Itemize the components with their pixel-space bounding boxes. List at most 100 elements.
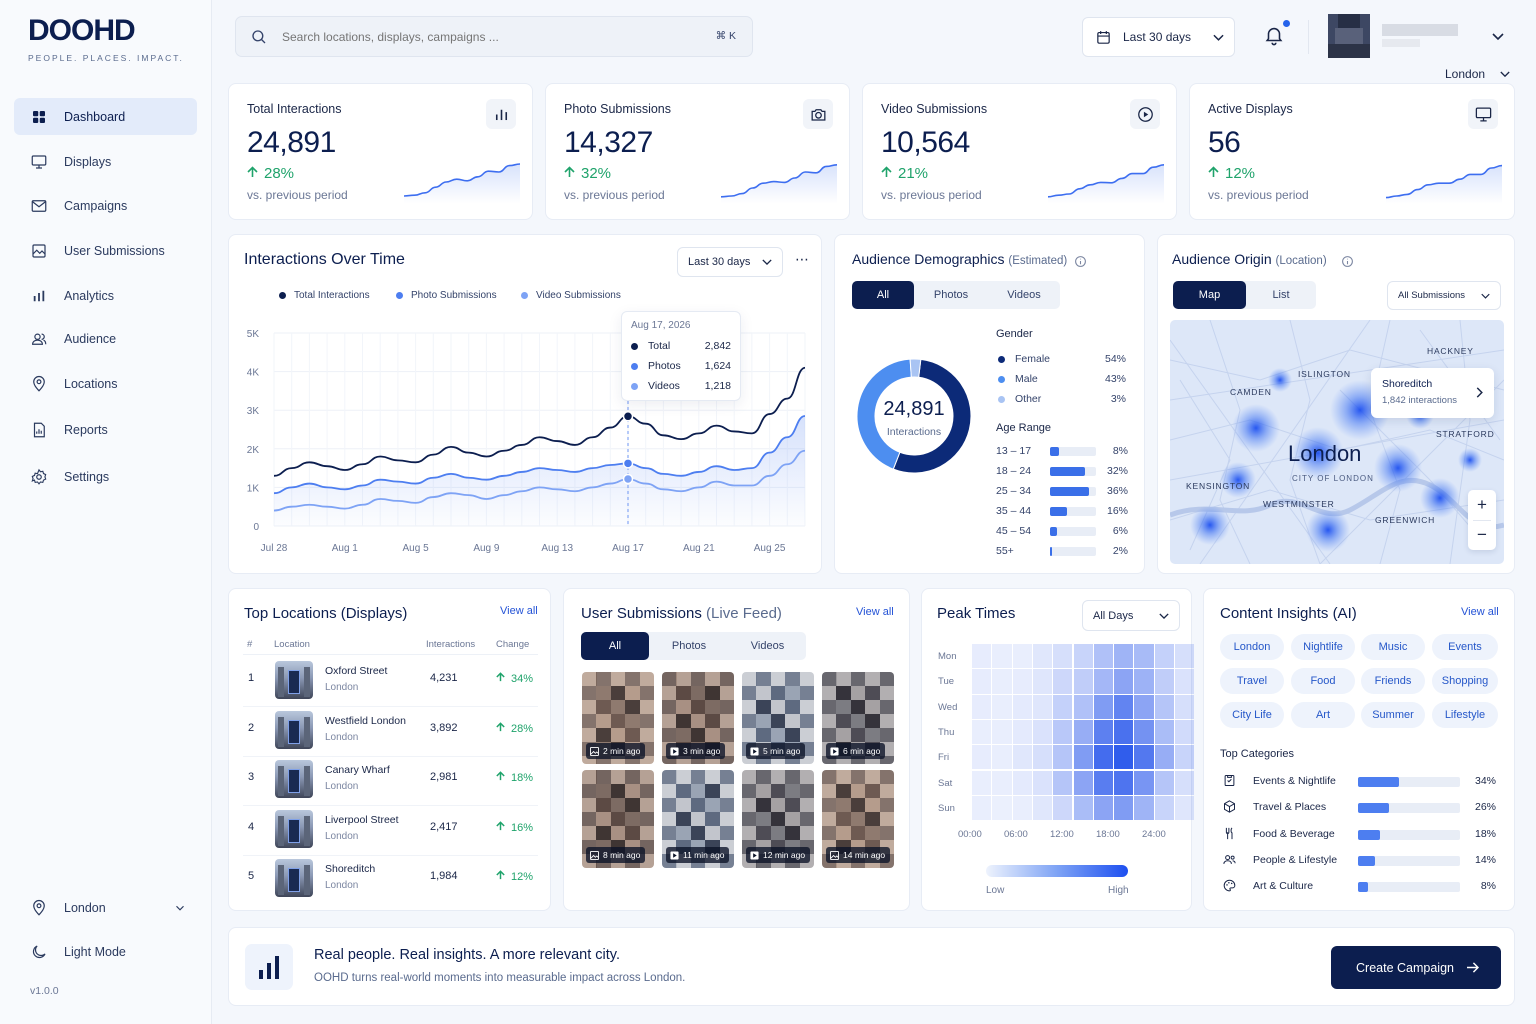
origin-filter-select[interactable]: All Submissions <box>1387 281 1501 310</box>
heatmap-cell[interactable] <box>1053 694 1073 719</box>
heatmap-cell[interactable] <box>1114 669 1134 694</box>
heatmap-cell[interactable] <box>1175 719 1195 745</box>
heatmap-cell[interactable] <box>1175 644 1195 669</box>
heatmap-cell[interactable] <box>992 795 1012 821</box>
heatmap-cell[interactable] <box>1154 745 1174 770</box>
kpi-card-photo-submissions[interactable]: Photo Submissions 14,327 32% vs. previous p… <box>545 83 850 220</box>
heatmap-cell[interactable] <box>1154 719 1174 745</box>
table-row[interactable]: 4 Liverpool Street London 2,417 16% <box>229 808 552 856</box>
peak-days-select[interactable]: All Days <box>1082 600 1180 631</box>
heatmap-cell[interactable] <box>1114 770 1134 795</box>
heatmap-cell[interactable] <box>1012 745 1032 770</box>
heatmap-cell[interactable] <box>1012 669 1032 694</box>
heatmap-cell[interactable] <box>1175 745 1195 770</box>
user-menu-chevron-icon[interactable] <box>1492 33 1504 41</box>
header-location[interactable]: London <box>1445 67 1486 81</box>
sidebar-item-displays[interactable]: Displays <box>14 143 197 180</box>
heatmap-cell[interactable] <box>1093 694 1114 719</box>
insights-view-all[interactable]: View all <box>1461 606 1499 618</box>
more-options-icon[interactable]: ⋯ <box>795 251 810 267</box>
heatmap-cell[interactable] <box>972 644 992 669</box>
heatmap-cell[interactable] <box>1093 669 1114 694</box>
content-tag[interactable]: Friends <box>1361 668 1425 694</box>
map-popup[interactable]: Shoreditch 1,842 interactions <box>1371 368 1494 418</box>
heatmap-cell[interactable] <box>1032 719 1053 745</box>
sidebar-item-locations[interactable]: Locations <box>14 365 197 402</box>
heatmap-cell[interactable] <box>1012 719 1032 745</box>
heatmap-cell[interactable] <box>1093 644 1114 669</box>
heatmap-cell[interactable] <box>1114 795 1134 821</box>
info-icon[interactable] <box>1074 255 1087 268</box>
heatmap-cell[interactable] <box>1032 745 1053 770</box>
heatmap-cell[interactable] <box>1073 745 1093 770</box>
zoom-in-button[interactable]: + <box>1477 495 1487 514</box>
tab-all[interactable]: All <box>581 632 649 660</box>
heatmap-cell[interactable] <box>972 795 992 821</box>
interactions-range-select[interactable]: Last 30 days <box>677 247 783 277</box>
search-bar[interactable]: ⌘ K <box>235 16 753 57</box>
notifications-button[interactable] <box>1263 20 1290 50</box>
legend-item[interactable]: Total Interactions <box>279 290 370 301</box>
heatmap-cell[interactable] <box>1134 770 1154 795</box>
heatmap-cell[interactable] <box>1134 745 1154 770</box>
submission-thumbnail[interactable]: 3 min ago <box>662 672 734 764</box>
heatmap-cell[interactable] <box>972 719 992 745</box>
heatmap-cell[interactable] <box>1073 719 1093 745</box>
sidebar-item-campaigns[interactable]: Campaigns <box>14 187 197 224</box>
heatmap-cell[interactable] <box>992 745 1012 770</box>
content-tag[interactable]: Summer <box>1361 702 1425 728</box>
table-row[interactable]: 3 Canary Wharf London 2,981 18% <box>229 758 552 806</box>
submission-thumbnail[interactable]: 14 min ago <box>822 770 894 868</box>
heatmap-cell[interactable] <box>1073 644 1093 669</box>
tab-list[interactable]: List <box>1272 289 1290 301</box>
heatmap-cell[interactable] <box>1032 795 1053 821</box>
content-tag[interactable]: Shopping <box>1432 668 1498 694</box>
heatmap-cell[interactable] <box>1032 669 1053 694</box>
sidebar-item-user-submissions[interactable]: User Submissions <box>14 232 197 269</box>
zoom-out-button[interactable]: − <box>1477 525 1487 544</box>
tab-videos[interactable]: Videos <box>1007 289 1041 301</box>
heatmap-cell[interactable] <box>992 694 1012 719</box>
heatmap-cell[interactable] <box>1032 770 1053 795</box>
heatmap-cell[interactable] <box>1134 644 1154 669</box>
table-row[interactable]: 5 Shoreditch London 1,984 12% <box>229 857 552 905</box>
create-campaign-button[interactable]: Create Campaign <box>1331 946 1501 989</box>
submission-thumbnail[interactable]: 8 min ago <box>582 770 654 868</box>
heatmap-cell[interactable] <box>1134 795 1154 821</box>
kpi-card-total-interactions[interactable]: Total Interactions 24,891 28% vs. previous … <box>228 83 533 220</box>
submission-thumbnail[interactable]: 2 min ago <box>582 672 654 764</box>
date-range-select[interactable]: Last 30 days <box>1082 17 1235 57</box>
kpi-card-video-submissions[interactable]: Video Submissions 10,564 21% vs. previous p… <box>862 83 1177 220</box>
heatmap-cell[interactable] <box>1134 669 1154 694</box>
brand-logo[interactable]: DOOHD <box>28 14 136 47</box>
heatmap-cell[interactable] <box>1175 694 1195 719</box>
heatmap-cell[interactable] <box>1012 644 1032 669</box>
heatmap-cell[interactable] <box>1032 694 1053 719</box>
submission-thumbnail[interactable]: 11 min ago <box>662 770 734 868</box>
legend-item[interactable]: Photo Submissions <box>396 290 497 301</box>
content-tag[interactable]: Art <box>1291 702 1355 728</box>
sidebar-item-reports[interactable]: Reports <box>14 411 197 448</box>
heatmap-cell[interactable] <box>1114 745 1134 770</box>
sidebar-item-audience[interactable]: Audience <box>14 320 197 357</box>
heatmap-cell[interactable] <box>1154 795 1174 821</box>
content-tag[interactable]: City Life <box>1220 702 1284 728</box>
heatmap-cell[interactable] <box>992 669 1012 694</box>
content-tag[interactable]: Nightlife <box>1291 634 1355 660</box>
heatmap-cell[interactable] <box>1154 770 1174 795</box>
heatmap-cell[interactable] <box>1154 644 1174 669</box>
table-row[interactable]: 2 Westfield London London 3,892 28% <box>229 709 552 757</box>
top-locations-view-all[interactable]: View all <box>500 605 538 617</box>
content-tag[interactable]: Food <box>1291 668 1355 694</box>
heatmap-cell[interactable] <box>1114 694 1134 719</box>
heatmap-cell[interactable] <box>1175 669 1195 694</box>
heatmap-cell[interactable] <box>1053 745 1073 770</box>
content-tag[interactable]: London <box>1220 634 1284 660</box>
heatmap-cell[interactable] <box>1093 770 1114 795</box>
heatmap-cell[interactable] <box>1134 719 1154 745</box>
heatmap-cell[interactable] <box>1154 669 1174 694</box>
heatmap-cell[interactable] <box>1053 644 1073 669</box>
submission-thumbnail[interactable]: 6 min ago <box>822 672 894 764</box>
theme-toggle[interactable]: Light Mode <box>14 933 197 970</box>
heatmap-cell[interactable] <box>1114 719 1134 745</box>
